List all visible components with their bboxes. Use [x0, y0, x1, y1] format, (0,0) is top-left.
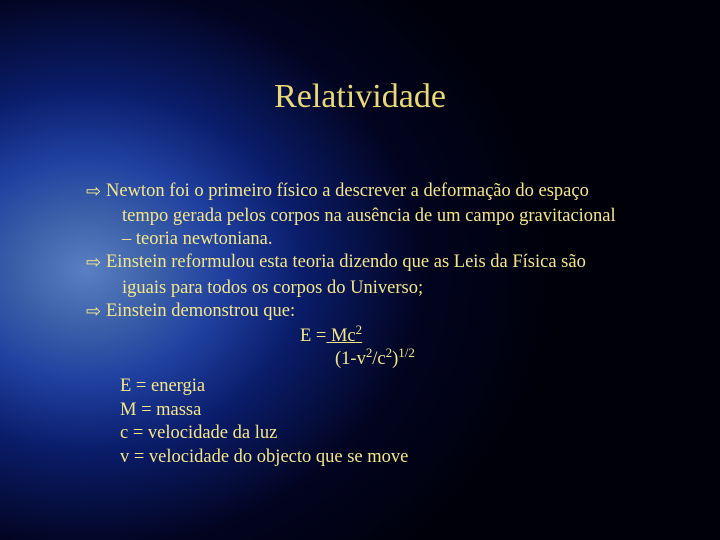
arrow-icon: ⇨ — [86, 300, 101, 323]
bullet-1-line2: tempo gerada pelos corpos na ausência de… — [90, 205, 675, 228]
bullet-1-line1: Newton foi o primeiro físico a descrever… — [90, 180, 675, 203]
bullet-2: ⇨ Einstein reformulou esta teoria dizend… — [90, 251, 675, 274]
formula-numerator-row: E = Mc2 — [90, 325, 675, 348]
bullet-2-line1: Einstein reformulou esta teoria dizendo … — [90, 251, 675, 274]
slide-body: ⇨ Newton foi o primeiro físico a descrev… — [90, 180, 675, 470]
definition-v: v = velocidade do objecto que se move — [120, 446, 675, 470]
bullet-3: ⇨ Einstein demonstrou que: — [90, 300, 675, 323]
definition-e: E = energia — [120, 375, 675, 399]
arrow-icon: ⇨ — [86, 180, 101, 203]
definition-m: M = massa — [120, 399, 675, 423]
arrow-icon: ⇨ — [86, 251, 101, 274]
formula-denominator-row: (1-v2/c2)1/2 — [90, 348, 675, 371]
formula-num-pre: Mc — [326, 326, 355, 346]
formula-denom-pre: (1-v — [335, 349, 366, 369]
formula-denom-mid: /c — [372, 349, 385, 369]
formula-num-sup: 2 — [356, 322, 362, 337]
formula-lhs: E = — [300, 326, 326, 346]
bullet-3-line1: Einstein demonstrou que: — [90, 300, 675, 323]
bullet-1: ⇨ Newton foi o primeiro físico a descrev… — [90, 180, 675, 203]
bullet-1-line3: – teoria newtoniana. — [90, 228, 675, 251]
slide-title: Relatividade — [0, 78, 720, 116]
bullet-2-line2: iguais para todos os corpos do Universo; — [90, 277, 675, 300]
definitions-block: E = energia M = massa c = velocidade da … — [90, 375, 675, 470]
definition-c: c = velocidade da luz — [120, 422, 675, 446]
